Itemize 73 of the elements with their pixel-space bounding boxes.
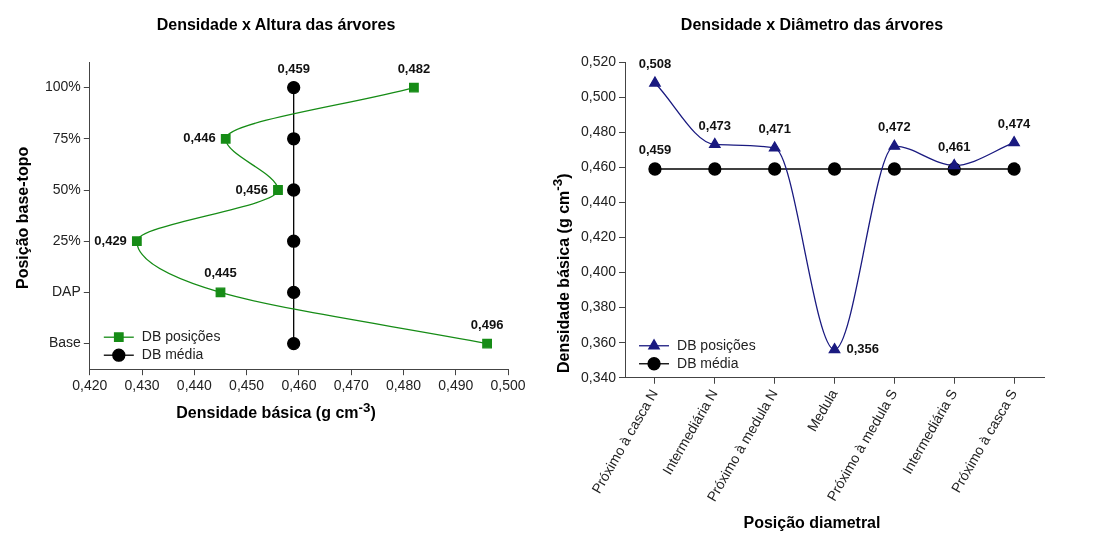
point: [409, 82, 419, 93]
y-tick-label: 0,460: [580, 158, 617, 175]
x-tick-label: 0,490: [438, 377, 474, 394]
y-tick-label: 0,420: [580, 228, 617, 245]
y-tick-label: DAP: [52, 283, 81, 300]
point: [827, 162, 842, 176]
data-label: 0,473: [698, 117, 732, 133]
data-label: 0,356: [846, 341, 880, 357]
y-tick-label: 50%: [52, 180, 81, 197]
y-tick-label: 100%: [44, 78, 81, 95]
point: [1008, 136, 1020, 147]
data-label: 0,459: [277, 60, 310, 76]
point: [888, 139, 901, 150]
point: [273, 185, 283, 195]
data-label: 0,429: [94, 232, 127, 248]
data-label: 0,474: [997, 115, 1032, 131]
point: [131, 236, 142, 247]
y-tick-label: 0,340: [580, 368, 617, 385]
legend-label: DB média: [141, 346, 204, 363]
y-tick-label: 25%: [52, 232, 81, 249]
y-tick-label: 0,520: [580, 52, 617, 69]
point: [287, 336, 301, 351]
legend-label: DB posições: [141, 328, 221, 345]
data-label: 0,472: [878, 119, 911, 135]
x-tick-label: 0,470: [333, 377, 369, 394]
y-tick-label: 0,440: [580, 193, 617, 210]
point: [708, 137, 721, 149]
x-tick-label: 0,500: [490, 377, 526, 394]
point: [649, 76, 661, 87]
x-tick-label: 0,450: [229, 377, 265, 394]
data-label: 0,445: [204, 265, 237, 281]
x-tick-label: 0,480: [385, 377, 422, 394]
x-tick-label: 0,460: [281, 377, 317, 394]
point: [648, 162, 662, 176]
x-axis-title: Posição diametral: [743, 514, 881, 532]
point: [1007, 162, 1021, 176]
y-tick-label: Base: [48, 334, 82, 351]
point: [220, 133, 231, 144]
y-tick-label: 0,360: [580, 333, 617, 350]
data-label: 0,508: [638, 56, 672, 72]
point: [287, 234, 301, 248]
point: [287, 80, 301, 95]
x-tick-label: 0,420: [72, 377, 108, 394]
point: [708, 162, 722, 176]
point: [287, 183, 301, 197]
point: [287, 285, 301, 300]
point: [887, 162, 902, 176]
data-label: 0,482: [397, 60, 431, 76]
point: [828, 343, 841, 354]
data-label: 0,496: [470, 316, 504, 332]
y-axis-title: Posição base-topo: [14, 145, 32, 292]
y-tick-label: 0,380: [580, 298, 617, 315]
y-tick-label: 0,500: [580, 87, 617, 104]
x-axis-title: Densidade básica (g cm$^{-3}$): [176, 400, 376, 423]
x-tick-label: 0,430: [124, 377, 160, 394]
point: [768, 162, 782, 176]
point: [948, 158, 961, 170]
y-tick-label: 75%: [52, 129, 81, 146]
point: [768, 141, 781, 152]
x-tick-label: 0,440: [176, 377, 213, 394]
chart-title: Densidade x Diâmetro das árvores: [680, 16, 944, 35]
data-label: 0,459: [638, 142, 672, 158]
y-tick-label: 0,480: [580, 123, 617, 140]
data-label: 0,461: [937, 138, 971, 154]
legend-label: DB posições: [677, 336, 756, 353]
legend-label: DB média: [677, 354, 739, 371]
y-tick-label: 0,400: [580, 263, 617, 280]
chart-title: Densidade x Altura das árvores: [156, 16, 396, 35]
data-label: 0,471: [758, 121, 791, 137]
data-label: 0,456: [235, 181, 268, 197]
point: [287, 132, 301, 146]
data-label: 0,446: [183, 130, 216, 146]
point: [482, 338, 492, 349]
